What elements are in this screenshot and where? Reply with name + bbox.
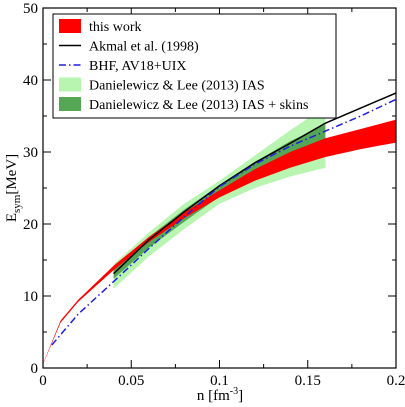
legend-swatch	[59, 97, 81, 111]
y-tick-label: 30	[23, 145, 38, 161]
legend: this work Akmal et al. (1998) BHF, AV18+UI…	[52, 13, 337, 119]
series-line-bhf-av18-uix	[51, 98, 397, 346]
y-tick-label: 40	[23, 73, 38, 89]
y-tick-label: 0	[31, 361, 39, 377]
legend-label: Akmal et al. (1998)	[89, 40, 199, 55]
y-tick-label: 20	[23, 217, 38, 233]
legend-box	[52, 13, 337, 119]
x-axis-label: n [fm-3]	[197, 386, 243, 404]
x-axis-label-exponent: -3	[230, 386, 238, 397]
y-axis-label: Esym[MeV]	[4, 154, 23, 222]
y-axis-label-base: E	[4, 213, 20, 222]
legend-label: Danielewicz & Lee (2013) IAS + skins	[89, 98, 308, 113]
legend-swatch	[59, 77, 81, 92]
x-tick-label: 0	[39, 373, 47, 389]
x-axis-label-base: n [fm	[197, 388, 230, 404]
y-axis-label-subscript: sym	[11, 194, 23, 213]
series-line-akmal-et-al-1998	[113, 92, 397, 275]
lines-layer	[51, 92, 397, 346]
y-tick-label: 50	[23, 1, 38, 17]
x-tick-label: 0.2	[387, 373, 405, 389]
legend-item-akmal-et-al-1998: Akmal et al. (1998)	[59, 40, 199, 55]
legend-item-this-work: this work	[59, 19, 142, 35]
legend-item-danielewicz-lee-2013-ias: Danielewicz & Lee (2013) IAS	[59, 77, 265, 94]
legend-label: this work	[89, 20, 142, 35]
x-tick-label: 0.05	[118, 373, 144, 389]
y-tick-label: 10	[23, 289, 38, 305]
x-tick-label: 0.15	[295, 373, 321, 389]
x-tick-label: 0.1	[210, 373, 229, 389]
bands-layer	[43, 106, 396, 365]
x-axis-label-close: ]	[238, 388, 243, 404]
legend-item-bhf-av18-uix: BHF, AV18+UIX	[59, 59, 187, 74]
legend-label: Danielewicz & Lee (2013) IAS	[89, 79, 265, 94]
legend-label: BHF, AV18+UIX	[89, 59, 187, 74]
legend-item-danielewicz-lee-2013-ias-skins: Danielewicz & Lee (2013) IAS + skins	[59, 97, 308, 113]
legend-swatch	[59, 19, 81, 33]
band-this-work	[43, 119, 396, 365]
y-axis-label-unit: [MeV]	[4, 154, 20, 195]
ticks-layer: 0 0.05 0.1 0.15 0.2 0 10 20 30 40 50	[23, 1, 405, 389]
